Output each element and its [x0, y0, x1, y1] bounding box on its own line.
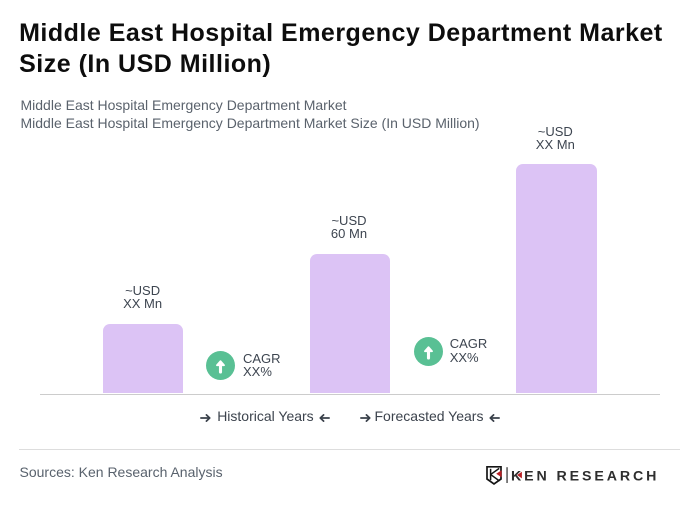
svg-text:KEN RESEARCH: KEN RESEARCH	[511, 468, 659, 484]
